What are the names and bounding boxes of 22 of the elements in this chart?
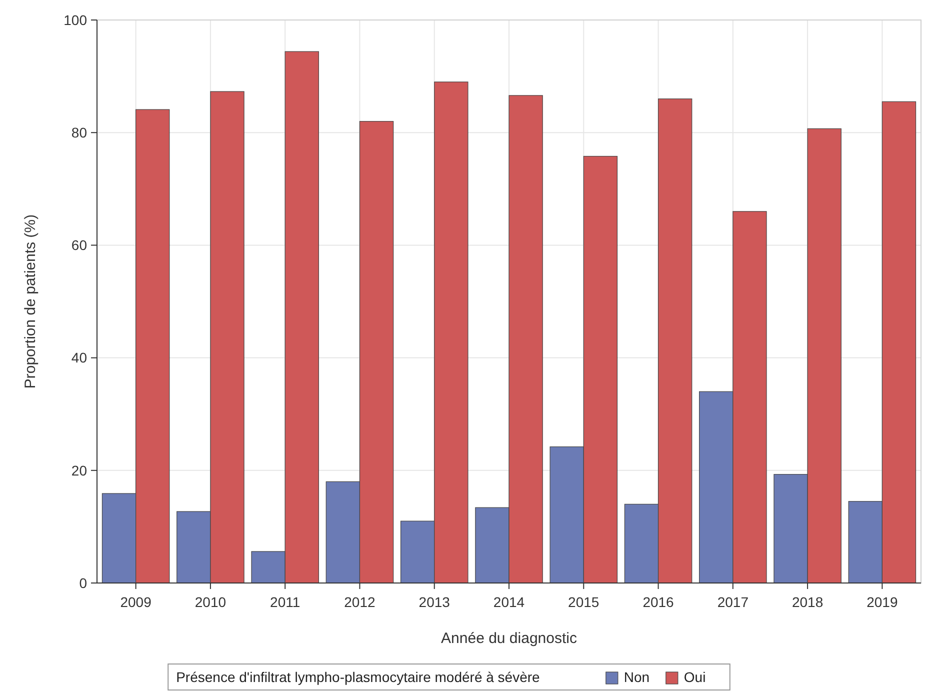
y-axis-title: Proportion de patients (%) (22, 214, 39, 389)
x-tick-label: 2015 (568, 594, 600, 610)
y-tick-label: 100 (64, 12, 88, 28)
x-tick-label: 2019 (866, 594, 898, 610)
x-axis-title: Année du diagnostic (441, 630, 578, 647)
x-tick-label: 2018 (792, 594, 824, 610)
y-tick-label: 20 (71, 462, 88, 478)
y-tick-label: 40 (71, 350, 88, 366)
x-tick-label: 2009 (120, 594, 152, 610)
y-tick-label: 80 (71, 124, 88, 140)
x-tick-label: 2012 (344, 594, 376, 610)
legend-label: Non (624, 669, 650, 685)
y-tick-label: 0 (79, 574, 88, 591)
x-tick-label: 2014 (493, 594, 525, 610)
y-tick-label: 60 (71, 237, 88, 254)
x-tick-label: 2016 (642, 594, 674, 610)
x-tick-label: 2013 (418, 594, 450, 610)
legend-title: Présence d'infiltrat lympho-plasmocytaire modéré à sévère (176, 669, 540, 685)
legend-label: Oui (684, 669, 706, 685)
x-tick-label: 2011 (270, 594, 300, 610)
x-tick-label: 2010 (194, 594, 226, 610)
x-tick-label: 2017 (717, 594, 749, 610)
